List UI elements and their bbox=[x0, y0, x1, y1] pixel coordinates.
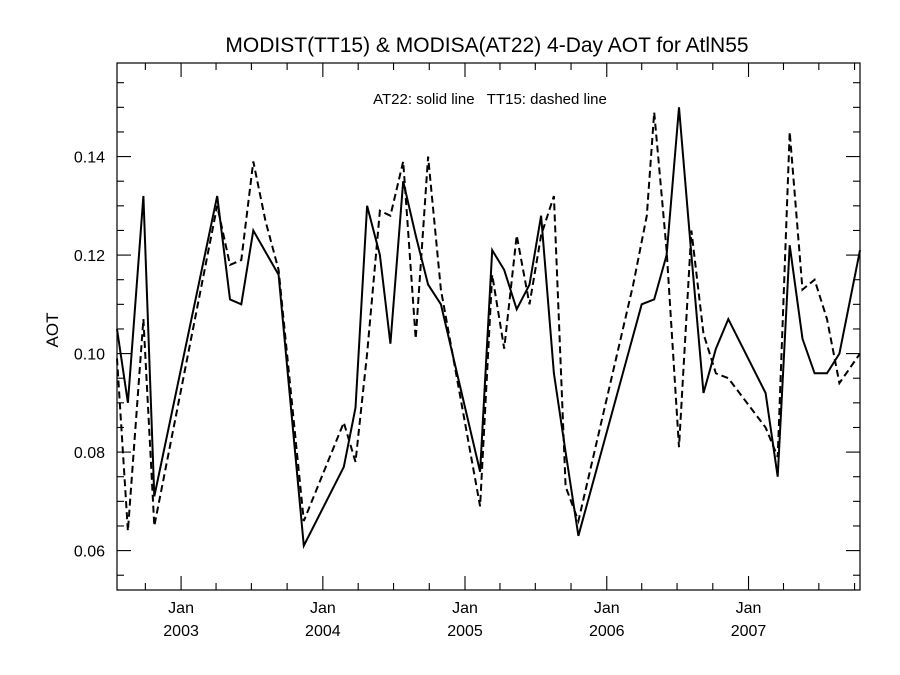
x-tick-year-4: 2007 bbox=[731, 623, 767, 640]
y-tick-label-4: 0.14 bbox=[74, 150, 105, 167]
x-tick-year-0: 2003 bbox=[163, 623, 199, 640]
chart-legend-text: AT22: solid line TT15: dashed line bbox=[373, 91, 607, 108]
y-tick-label-2: 0.10 bbox=[74, 347, 105, 364]
x-tick-month-3: Jan bbox=[594, 600, 620, 617]
y-tick-label-1: 0.08 bbox=[74, 445, 105, 462]
x-tick-year-3: 2006 bbox=[589, 623, 625, 640]
x-tick-month-2: Jan bbox=[452, 600, 478, 617]
x-tick-year-2: 2005 bbox=[447, 623, 483, 640]
y-axis-label: AOT bbox=[43, 313, 62, 348]
y-tick-label-3: 0.12 bbox=[74, 248, 105, 265]
x-tick-month-4: Jan bbox=[736, 600, 762, 617]
y-tick-label-0: 0.06 bbox=[74, 544, 105, 561]
series-line-tt15 bbox=[116, 112, 861, 531]
plot-frame bbox=[116, 62, 861, 591]
axis-ticks: 0.06 0.08 0.10 0.12 0.14 Jan 2003 Jan 2004 Jan 200… bbox=[74, 63, 860, 640]
x-tick-year-1: 2004 bbox=[305, 623, 341, 640]
chart-title: MODIST(TT15) & MODISA(AT22) 4-Day AOT fo… bbox=[225, 34, 748, 57]
series-layer bbox=[116, 107, 861, 550]
series-line-at22 bbox=[116, 107, 861, 550]
x-tick-month-0: Jan bbox=[168, 600, 194, 617]
x-tick-month-1: Jan bbox=[310, 600, 336, 617]
